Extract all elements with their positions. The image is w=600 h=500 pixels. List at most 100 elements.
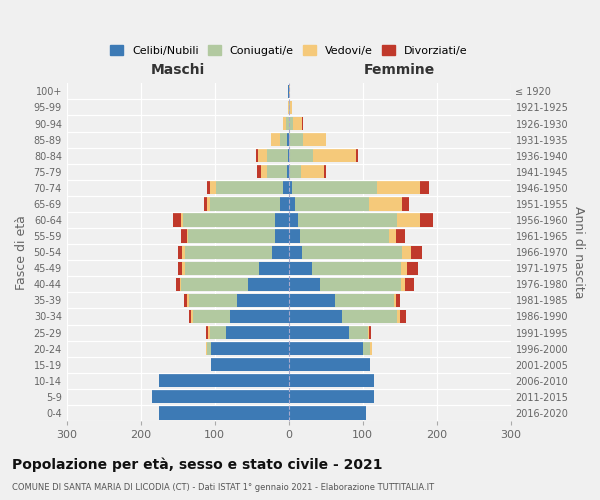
Bar [182,246,185,259]
Bar [289,278,320,291]
Bar [187,294,189,307]
Bar [362,342,370,355]
Bar [289,165,301,178]
Bar [180,278,181,291]
Bar [275,214,289,226]
Bar [370,342,371,355]
Bar [188,230,275,242]
Bar [266,165,287,178]
Bar [248,278,289,291]
Bar [287,165,289,178]
Bar [288,85,289,98]
Bar [289,342,362,355]
Bar [181,278,248,291]
Bar [301,165,324,178]
Y-axis label: Anni di nascita: Anni di nascita [572,206,585,298]
Bar [292,182,377,194]
Bar [397,214,419,226]
Bar [189,294,237,307]
Bar [396,294,400,307]
Bar [289,406,367,420]
Bar [302,246,402,259]
Bar [259,149,267,162]
Bar [303,133,326,146]
Bar [211,358,289,372]
Bar [356,149,358,162]
Bar [402,198,409,210]
Bar [401,278,405,291]
Bar [184,294,187,307]
Bar [370,326,371,339]
Bar [267,149,288,162]
Bar [185,246,272,259]
Bar [286,117,289,130]
Bar [208,326,209,339]
Legend: Celibi/Nubili, Coniugati/e, Vedovi/e, Divorziati/e: Celibi/Nubili, Coniugati/e, Vedovi/e, Di… [107,42,471,59]
Bar [289,390,374,404]
Bar [295,198,368,210]
Bar [159,374,289,388]
Bar [289,149,313,162]
Text: Popolazione per età, sesso e stato civile - 2021: Popolazione per età, sesso e stato civil… [12,458,383,472]
Text: Femmine: Femmine [364,63,435,77]
Bar [419,214,433,226]
Bar [397,310,400,323]
Bar [260,165,266,178]
Bar [173,214,181,226]
Bar [257,165,260,178]
Bar [289,198,295,210]
Bar [176,278,180,291]
Bar [289,133,303,146]
Bar [407,262,418,275]
Bar [193,310,230,323]
Bar [216,182,283,194]
Bar [289,101,290,114]
Bar [272,246,289,259]
Bar [287,133,289,146]
Bar [280,133,287,146]
Bar [283,117,286,130]
Bar [206,342,208,355]
Bar [237,294,289,307]
Bar [256,149,259,162]
Bar [421,182,429,194]
Bar [300,230,389,242]
Bar [290,101,292,114]
Bar [181,230,187,242]
Text: Maschi: Maschi [151,63,205,77]
Bar [209,198,280,210]
Bar [313,262,401,275]
Bar [288,101,289,114]
Bar [189,310,191,323]
Bar [178,246,182,259]
Bar [185,262,259,275]
Bar [230,310,289,323]
Bar [208,198,209,210]
Bar [396,230,405,242]
Bar [152,390,289,404]
Bar [368,326,370,339]
Bar [289,262,313,275]
Bar [377,182,421,194]
Bar [289,85,290,98]
Bar [349,326,368,339]
Bar [289,182,292,194]
Bar [298,214,397,226]
Bar [182,262,185,275]
Bar [289,294,335,307]
Bar [289,374,374,388]
Bar [191,310,193,323]
Bar [203,198,208,210]
Bar [178,262,182,275]
Bar [275,230,289,242]
Bar [293,117,302,130]
Bar [402,246,411,259]
Bar [389,230,396,242]
Bar [283,182,289,194]
Bar [259,262,289,275]
Bar [289,214,298,226]
Bar [206,326,208,339]
Bar [302,117,304,130]
Bar [324,165,326,178]
Bar [401,262,407,275]
